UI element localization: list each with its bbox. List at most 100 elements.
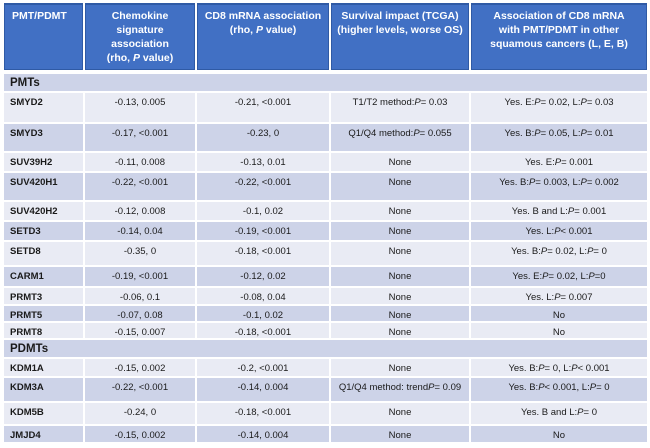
chemokine-association-cell: -0.22, <0.001 (85, 378, 195, 401)
survival-impact-cell: Q1/Q4 method: P = 0.055 (331, 124, 469, 151)
gene-name-cell: PRMT8 (4, 323, 83, 339)
cd8-association-cell: -0.2, <0.001 (197, 359, 329, 376)
gene-name-cell: SUV420H2 (4, 202, 83, 220)
survival-impact-cell: None (331, 222, 469, 240)
cd8-association-cell: -0.13, 0.01 (197, 153, 329, 171)
chemokine-association-cell: -0.07, 0.08 (85, 306, 195, 322)
cd8-association-cell: -0.21, <0.001 (197, 93, 329, 122)
other-cancers-cell: Yes. B: P = 0.05, L: P = 0.01 (471, 124, 647, 151)
chemokine-association-cell: -0.15, 0.002 (85, 426, 195, 442)
table-row: PRMT3 -0.06, 0.1 -0.08, 0.04 None Yes. L: P … (4, 288, 647, 306)
other-cancers-cell: Yes. B: P = 0, L: P < 0.001 (471, 359, 647, 376)
chemokine-association-cell: -0.19, <0.001 (85, 267, 195, 286)
other-cancers-cell: Yes. B: P = 0.003, L: P = 0.002 (471, 173, 647, 200)
other-cancers-cell: Yes. B and L: P = 0.001 (471, 202, 647, 220)
cd8-association-cell: -0.08, 0.04 (197, 288, 329, 304)
gene-name-cell: PRMT3 (4, 288, 83, 304)
cd8-association-cell: -0.18, <0.001 (197, 242, 329, 265)
gene-name-cell: KDM3A (4, 378, 83, 401)
survival-impact-cell: None (331, 173, 469, 200)
gene-name-cell: SMYD3 (4, 124, 83, 151)
other-cancers-cell: Yes. B and L: P = 0 (471, 403, 647, 424)
cd8-association-cell: -0.19, <0.001 (197, 222, 329, 240)
other-cancers-cell: Yes. E: P = 0.02, L: P =0 (471, 267, 647, 286)
chemokine-association-cell: -0.15, 0.002 (85, 359, 195, 376)
other-cancers-cell: Yes. B: P < 0.001, L: P = 0 (471, 378, 647, 401)
survival-impact-cell: None (331, 288, 469, 304)
methyltransferase-association-table: PMT/PDMT Chemokine signature association… (4, 3, 647, 444)
cd8-association-cell: -0.14, 0.004 (197, 426, 329, 442)
table-row: KDM3A -0.22, <0.001 -0.14, 0.004 Q1/Q4 meth… (4, 378, 647, 403)
column-header-cd8-mrna: CD8 mRNA association (rho, P value) (197, 3, 329, 70)
table-row: SUV39H2 -0.11, 0.008 -0.13, 0.01 None Yes. E… (4, 153, 647, 173)
gene-name-cell: SUV39H2 (4, 153, 83, 171)
section-row: PMTs (4, 74, 647, 93)
cd8-association-cell: -0.12, 0.02 (197, 267, 329, 286)
other-cancers-cell: Yes. L: P < 0.001 (471, 222, 647, 240)
other-cancers-cell: No (471, 306, 647, 322)
cd8-association-cell: -0.22, <0.001 (197, 173, 329, 200)
chemokine-association-cell: -0.35, 0 (85, 242, 195, 265)
survival-impact-cell: None (331, 242, 469, 265)
cd8-association-cell: -0.14, 0.004 (197, 378, 329, 401)
survival-impact-cell: None (331, 359, 469, 376)
chemokine-association-cell: -0.11, 0.008 (85, 153, 195, 171)
chemokine-association-cell: -0.24, 0 (85, 403, 195, 424)
survival-impact-cell: T1/T2 method: P = 0.03 (331, 93, 469, 122)
gene-name-cell: KDM1A (4, 359, 83, 376)
survival-impact-cell: None (331, 267, 469, 286)
column-header-chemokine: Chemokine signature association (rho, P … (85, 3, 195, 70)
column-header-pmt-pdmt: PMT/PDMT (4, 3, 83, 70)
table-row: SMYD2 -0.13, 0.005 -0.21, <0.001 T1/T2 meth… (4, 93, 647, 124)
table-row: CARM1 -0.19, <0.001 -0.12, 0.02 None Yes. E:… (4, 267, 647, 288)
gene-name-cell: SMYD2 (4, 93, 83, 122)
gene-name-cell: CARM1 (4, 267, 83, 286)
table-body: PMTs SMYD2 -0.13, 0.005 -0.21, <0.001 T1/T2 … (4, 74, 647, 444)
other-cancers-cell: Yes. E: P = 0.001 (471, 153, 647, 171)
cd8-association-cell: -0.18, <0.001 (197, 403, 329, 424)
table-row: KDM5B -0.24, 0 -0.18, <0.001 None Yes. B and… (4, 403, 647, 426)
chemokine-association-cell: -0.06, 0.1 (85, 288, 195, 304)
section-label: PDMTs (4, 340, 647, 357)
gene-name-cell: KDM5B (4, 403, 83, 424)
cd8-association-cell: -0.1, 0.02 (197, 202, 329, 220)
table-row: SUV420H2 -0.12, 0.008 -0.1, 0.02 None Yes. B… (4, 202, 647, 222)
section-row: PDMTs (4, 340, 647, 359)
survival-impact-cell: None (331, 403, 469, 424)
survival-impact-cell: None (331, 426, 469, 442)
survival-impact-cell: Q1/Q4 method: trend P = 0.09 (331, 378, 469, 401)
survival-impact-cell: None (331, 306, 469, 322)
chemokine-association-cell: -0.12, 0.008 (85, 202, 195, 220)
chemokine-association-cell: -0.17, <0.001 (85, 124, 195, 151)
gene-name-cell: JMJD4 (4, 426, 83, 442)
other-cancers-cell: Yes. L: P = 0.007 (471, 288, 647, 304)
gene-name-cell: PRMT5 (4, 306, 83, 322)
cd8-association-cell: -0.23, 0 (197, 124, 329, 151)
table-row: SETD3 -0.14, 0.04 -0.19, <0.001 None Yes. L:… (4, 222, 647, 242)
table-row: KDM1A -0.15, 0.002 -0.2, <0.001 None Yes. B:… (4, 359, 647, 378)
other-cancers-cell: Yes. E: P = 0.02, L: P = 0.03 (471, 93, 647, 122)
cd8-association-cell: -0.1, 0.02 (197, 306, 329, 322)
table-row: JMJD4 -0.15, 0.002 -0.14, 0.004 None No (4, 426, 647, 444)
other-cancers-cell: No (471, 426, 647, 442)
chemokine-association-cell: -0.14, 0.04 (85, 222, 195, 240)
column-header-other-cancers: Association of CD8 mRNA with PMT/PDMT in… (471, 3, 647, 70)
other-cancers-cell: Yes. B: P = 0.02, L: P = 0 (471, 242, 647, 265)
cd8-association-cell: -0.18, <0.001 (197, 323, 329, 339)
chemokine-association-cell: -0.13, 0.005 (85, 93, 195, 122)
survival-impact-cell: None (331, 323, 469, 339)
chemokine-association-cell: -0.22, <0.001 (85, 173, 195, 200)
table-row: SMYD3 -0.17, <0.001 -0.23, 0 Q1/Q4 method: … (4, 124, 647, 153)
survival-impact-cell: None (331, 202, 469, 220)
chemokine-association-cell: -0.15, 0.007 (85, 323, 195, 339)
gene-name-cell: SUV420H1 (4, 173, 83, 200)
table-row: PRMT8 -0.15, 0.007 -0.18, <0.001 None No (4, 323, 647, 340)
gene-name-cell: SETD8 (4, 242, 83, 265)
table-row: SUV420H1 -0.22, <0.001 -0.22, <0.001 None Ye… (4, 173, 647, 202)
gene-name-cell: SETD3 (4, 222, 83, 240)
table-row: PRMT5 -0.07, 0.08 -0.1, 0.02 None No (4, 306, 647, 323)
table-header-row: PMT/PDMT Chemokine signature association… (4, 3, 647, 70)
column-header-survival: Survival impact (TCGA) (higher levels, w… (331, 3, 469, 70)
survival-impact-cell: None (331, 153, 469, 171)
section-label: PMTs (4, 74, 647, 91)
